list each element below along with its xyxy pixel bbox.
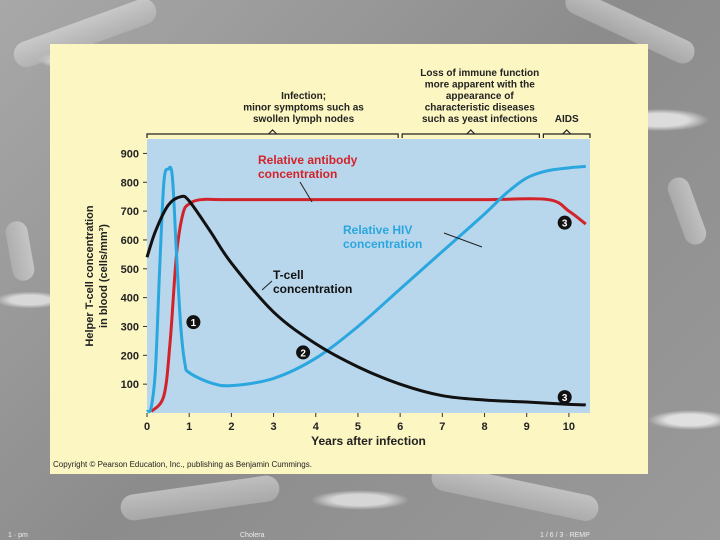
x-tick-label: 10 [563, 421, 575, 433]
stage-marker-number: 3 [562, 219, 568, 230]
y-tick-label: 200 [121, 350, 139, 362]
leader-hiv [443, 232, 483, 248]
y-tick-label: 300 [121, 321, 139, 333]
label-tcell: concentration [273, 282, 352, 296]
x-tick-label: 3 [271, 421, 277, 433]
phase-bracket-infection [146, 133, 399, 138]
phase-bracket-aids [542, 133, 591, 138]
x-tick-label: 9 [524, 421, 530, 433]
leader-antibody [299, 181, 313, 203]
footer-center: Cholera [240, 532, 265, 539]
x-tick-label: 1 [186, 421, 192, 433]
phase-label-loss-line: characteristic diseases [425, 103, 536, 114]
y-tick-label: 900 [121, 148, 139, 160]
phase-bracket-aids-peak [562, 129, 572, 135]
phase-label-infection-line: Infection; [281, 91, 326, 102]
label-antibody: concentration [258, 167, 337, 181]
footer-left: 1 · pm [8, 532, 28, 539]
stage-marker-number: 3 [562, 393, 568, 404]
footer-right: 1 / 6 / 3 · REMP [540, 532, 590, 539]
phase-bracket-loss-peak [466, 129, 476, 135]
background-bacteria [118, 473, 282, 523]
stage-marker-circle [557, 390, 572, 405]
y-tick-label: 500 [121, 264, 139, 276]
phase-label-loss-line: appearance of [446, 91, 514, 102]
phase-bracket-infection-peak [268, 129, 277, 135]
series-antibody-line [150, 197, 587, 413]
background-bacteria [3, 219, 37, 283]
y-axis-label-line1: Helper T-cell concentration [84, 205, 96, 346]
y-axis-label-line2: in blood (cells/mm³) [98, 224, 110, 328]
stage-marker-number: 2 [300, 348, 306, 359]
footer-bar [0, 524, 720, 540]
label-antibody: Relative antibody [258, 153, 358, 167]
phase-label-aids-line: AIDS [555, 114, 579, 125]
label-hiv: Relative HIV [343, 223, 412, 237]
x-axis-label: Years after infection [311, 434, 426, 448]
phase-label-loss-line: such as yeast infections [422, 114, 538, 125]
label-hiv: concentration [343, 237, 422, 251]
x-tick-label: 2 [228, 421, 234, 433]
figure-panel: Infection; minor symptoms such as swollen … [50, 44, 648, 474]
leader-tcell [261, 280, 273, 291]
y-tick-label: 600 [121, 235, 139, 247]
phase-label-loss-line: more apparent with the [425, 80, 535, 91]
x-tick-label: 4 [313, 421, 320, 433]
phase-label-infection-line: minor symptoms such as [243, 103, 364, 114]
stage-marker-circle [557, 215, 572, 230]
background-bacteria [664, 174, 710, 248]
phase-bracket-loss [401, 133, 540, 138]
stage-marker-number: 1 [191, 318, 197, 329]
x-tick-label: 5 [355, 421, 361, 433]
hiv-progression-chart: Infection;minor symptoms such asswollen … [84, 68, 591, 448]
y-tick-label: 700 [121, 206, 139, 218]
phase-label-infection-line: swollen lymph nodes [253, 114, 355, 125]
phase-label-loss-line: Loss of immune function [420, 68, 539, 79]
x-tick-label: 6 [397, 421, 403, 433]
stage-marker-circle [296, 345, 311, 360]
label-tcell: T-cell [273, 268, 304, 282]
y-tick-label: 400 [121, 293, 139, 305]
x-tick-label: 7 [439, 421, 445, 433]
series-tcell-line [145, 194, 586, 407]
stage-marker-circle [186, 315, 201, 330]
x-tick-label: 8 [481, 421, 487, 433]
y-tick-label: 100 [121, 379, 139, 391]
copyright-text: Copyright © Pearson Education, Inc., pub… [53, 460, 312, 469]
x-tick-label: 0 [144, 421, 150, 433]
y-tick-label: 800 [121, 177, 139, 189]
